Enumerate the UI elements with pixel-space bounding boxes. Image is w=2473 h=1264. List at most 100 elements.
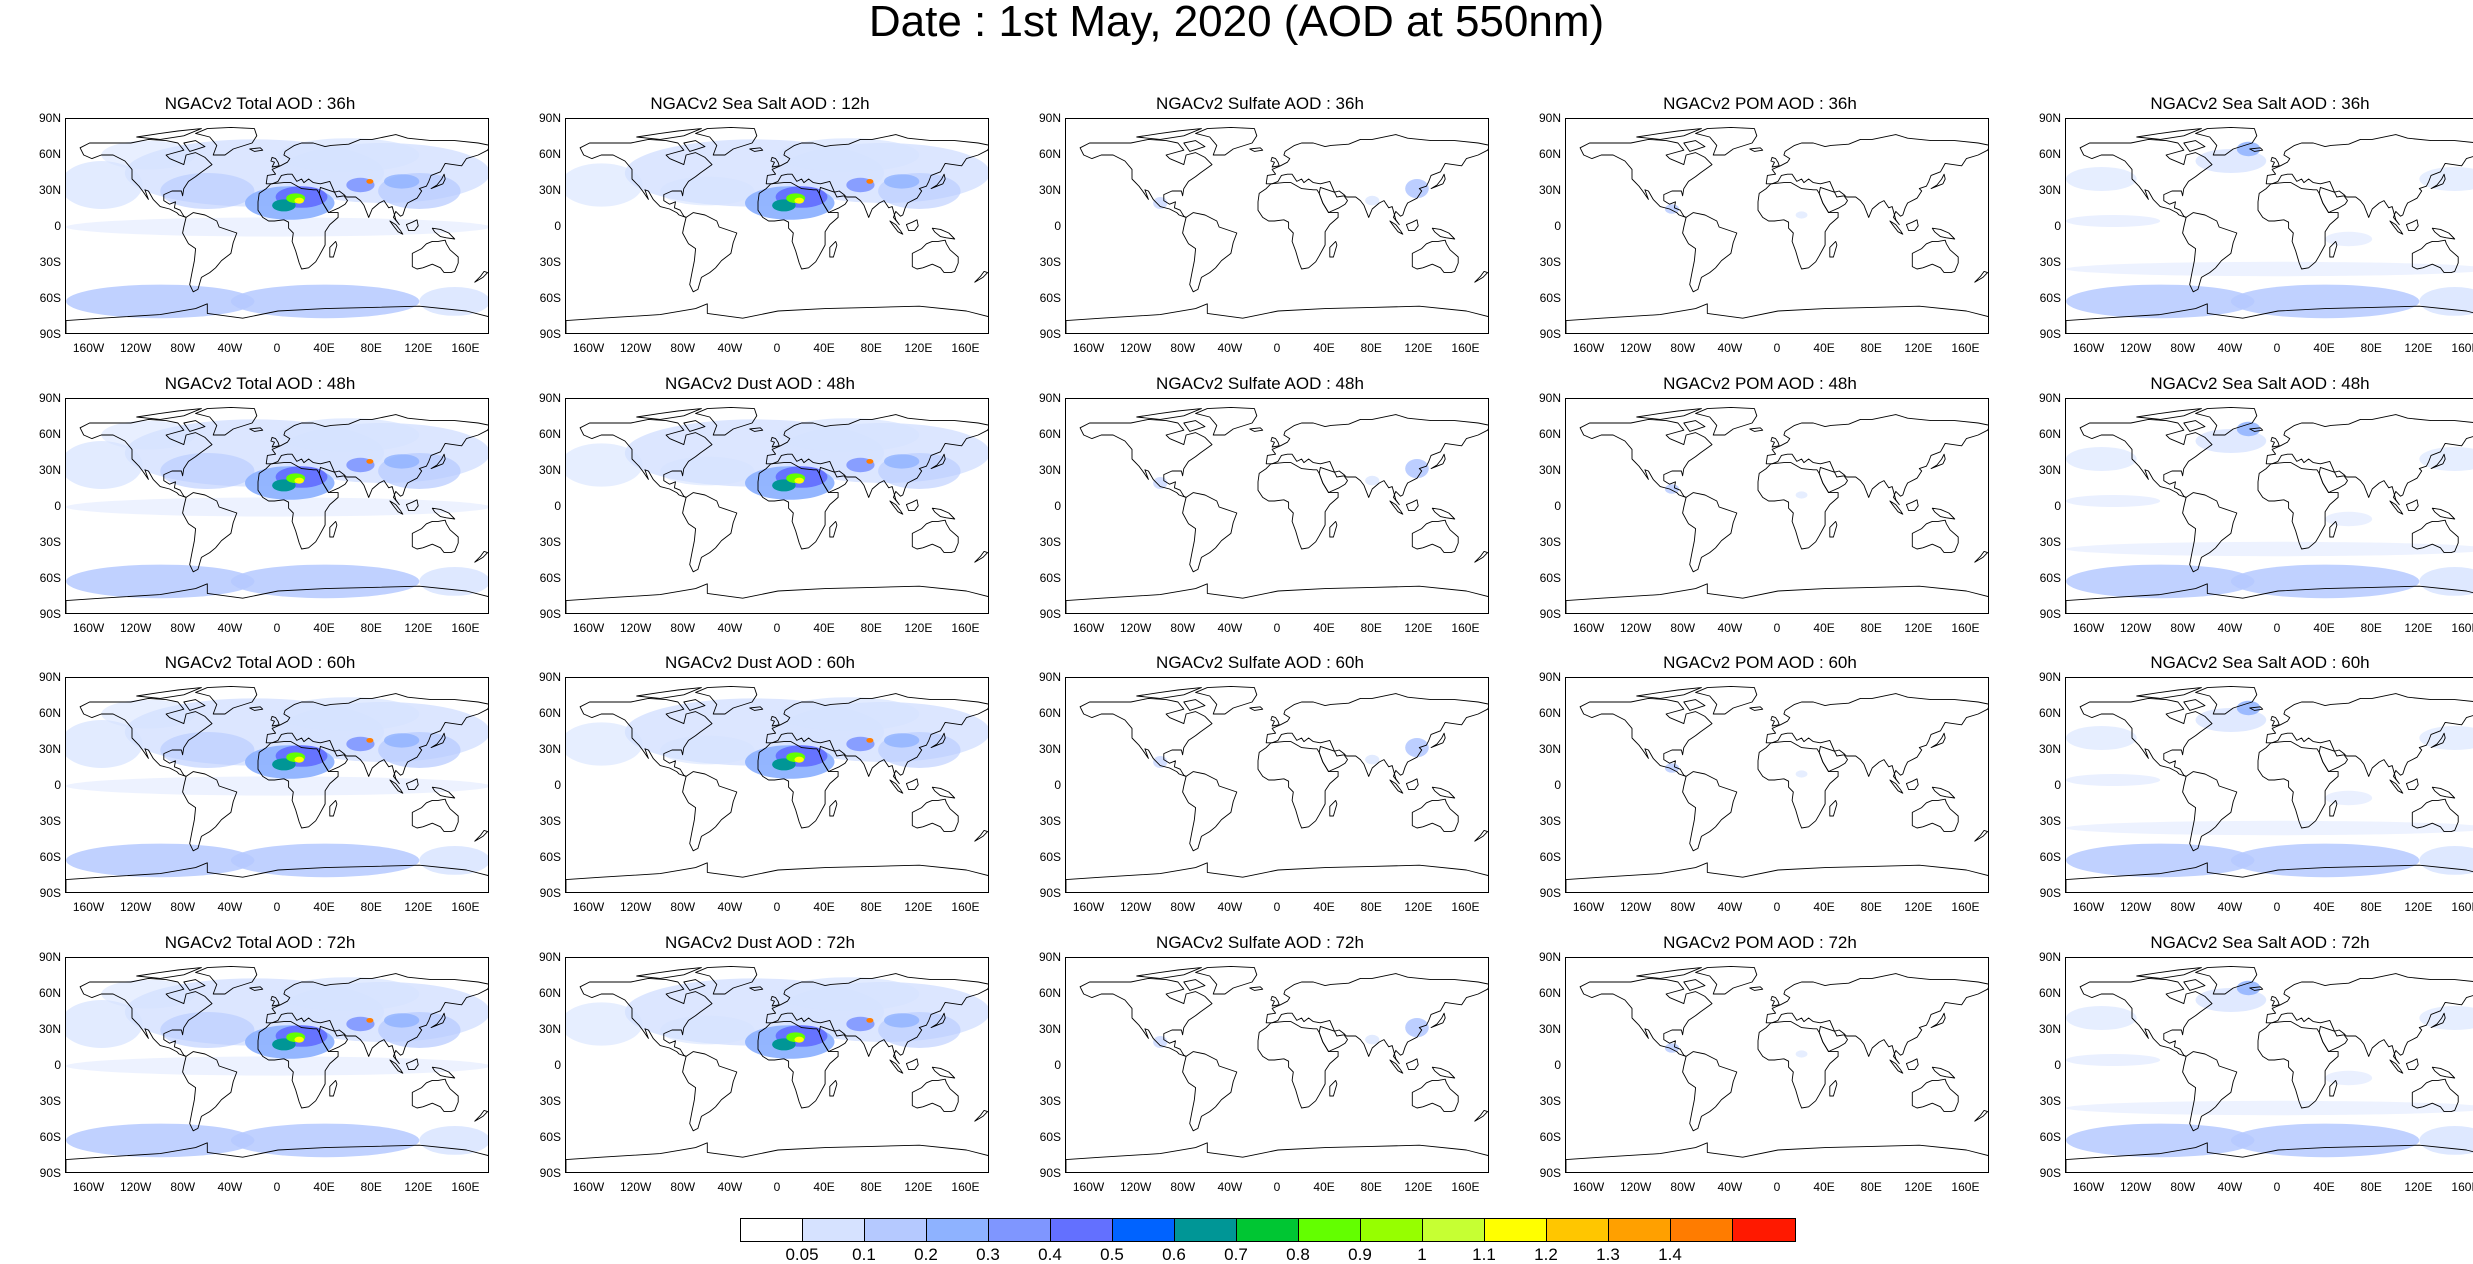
colorbar-swatch	[1671, 1219, 1733, 1241]
lon-tick-label: 120W	[2119, 900, 2152, 914]
coastline-newguinea	[1931, 786, 1956, 799]
coastline-africa	[1757, 182, 1839, 270]
coastline-arabia	[1818, 745, 1848, 773]
aod-field	[1664, 204, 1680, 214]
lat-tick-label: 60S	[539, 571, 561, 585]
coastline-greenland	[195, 685, 258, 715]
coastline-northAmerica	[1579, 977, 1713, 1057]
coastline-japan	[430, 1012, 446, 1029]
coastline-sumatra	[389, 220, 404, 235]
lat-tick-label: 90S	[39, 1166, 61, 1180]
lon-tick-label: 160E	[2451, 1180, 2473, 1194]
coastline-nz	[474, 1109, 488, 1122]
lon-tick-label: 80W	[670, 1180, 696, 1194]
lat-tick-label: 30N	[1538, 1022, 1561, 1036]
map-canvas	[2066, 406, 2473, 613]
aod-map	[1065, 118, 1489, 334]
coastline-arctic1	[2136, 687, 2202, 699]
coastline-newguinea	[931, 786, 956, 799]
coastline-australia	[1911, 239, 1959, 274]
lon-tick-label: 40W	[1717, 621, 1743, 635]
aod-field	[278, 418, 420, 452]
lon-tick-label: 0	[1273, 1180, 1281, 1194]
coastline-greenland	[2195, 126, 2258, 156]
coastline-japan	[2430, 732, 2446, 749]
map-panel: NGACv2 POM AOD : 60h 90N 60N 30N 0 30S 60S 90S 1…	[1525, 653, 1995, 923]
map-canvas	[1566, 685, 1988, 892]
coastline-antarctica	[66, 1142, 488, 1172]
aod-field	[66, 843, 255, 878]
lon-tick-label: 0	[1273, 341, 1281, 355]
aod-field	[2066, 1123, 2255, 1158]
coastline-madagascar	[1329, 240, 1338, 258]
coastline-arabia	[818, 745, 848, 773]
lon-tick-label: 80W	[1170, 1180, 1196, 1194]
lon-tick-label: 80E	[2360, 1180, 2382, 1194]
panel-title: NGACv2 Sea Salt AOD : 12h	[650, 94, 870, 113]
coastline-arctic2	[2183, 140, 2206, 152]
aod-field	[419, 287, 488, 316]
lat-tick-label: 60S	[1039, 1130, 1061, 1144]
dust-plume	[772, 1038, 796, 1051]
colorbar-label: 0.5	[1100, 1245, 1124, 1264]
lat-tick-label: 90N	[1038, 111, 1061, 125]
lat-tick-label: 60N	[1038, 427, 1061, 441]
coastline-borneo	[1405, 219, 1419, 232]
coastline-iceland	[249, 427, 264, 432]
coastline-australia	[1911, 798, 1959, 833]
coastline-arctic1	[2136, 128, 2202, 140]
coastline-arctic1	[1636, 967, 1702, 979]
lat-tick-label: 60N	[538, 986, 561, 1000]
coastline-madagascar	[1829, 1079, 1838, 1097]
coastline-japan	[430, 453, 446, 470]
aod-field	[1405, 179, 1429, 199]
map-canvas	[2066, 685, 2473, 892]
colorbar-label: 0.8	[1286, 1245, 1310, 1264]
lat-tick-label: 30N	[2038, 1022, 2061, 1036]
lon-tick-label: 80W	[1670, 621, 1696, 635]
lon-tick-label: 160W	[1072, 1180, 1105, 1194]
coastline-africa	[1257, 182, 1339, 270]
panel-title: NGACv2 Sulfate AOD : 72h	[1156, 933, 1364, 952]
coastline-arctic2	[1183, 140, 1206, 152]
lat-tick-label: 90N	[538, 391, 561, 405]
aod-field	[230, 564, 420, 599]
panel-title: NGACv2 Total AOD : 36h	[164, 94, 356, 113]
lat-tick-label: 30S	[39, 255, 61, 269]
lon-tick-label: 160E	[2451, 341, 2473, 355]
lon-tick-label: 80W	[1670, 1180, 1696, 1194]
aod-field	[778, 138, 920, 172]
coastline-eurasia	[265, 693, 488, 785]
lat-tick-label: 30N	[538, 1022, 561, 1036]
coastline-japan	[430, 732, 446, 749]
coastline-greenland	[195, 965, 258, 995]
map-canvas	[1066, 685, 1488, 892]
lon-tick-label: 120W	[619, 900, 652, 914]
coastline-arctic1	[636, 408, 702, 420]
lat-tick-label: 60S	[39, 1130, 61, 1144]
coastline-southAmerica	[1682, 1051, 1738, 1132]
coastline-antarctica	[1066, 1142, 1488, 1172]
coastline-nz	[1974, 550, 1988, 563]
lon-tick-label: 40E	[2313, 621, 2335, 635]
lon-tick-label: 0	[273, 1180, 281, 1194]
aod-field	[230, 1123, 420, 1158]
lon-tick-label: 120W	[2119, 341, 2152, 355]
lon-tick-label: 0	[273, 621, 281, 635]
lon-tick-label: 0	[1773, 1180, 1781, 1194]
coastline-africa	[257, 741, 339, 829]
coastline-africa	[757, 1021, 839, 1109]
aod-field	[2236, 700, 2261, 716]
coastline-arctic1	[136, 967, 202, 979]
lat-tick-label: 60N	[538, 706, 561, 720]
panel-title: NGACv2 Sulfate AOD : 48h	[1156, 374, 1364, 393]
aod-map	[1565, 118, 1989, 334]
map-panel: NGACv2 Sulfate AOD : 48h 90N 60N 30N 0 30S 60S…	[1025, 374, 1495, 644]
lon-tick-label: 40W	[717, 900, 743, 914]
coastline-greenland	[1695, 406, 1758, 436]
aod-map	[65, 957, 489, 1173]
coastline-australia	[1911, 1078, 1959, 1113]
lon-tick-label: 40W	[1717, 900, 1743, 914]
lon-tick-label: 80E	[1860, 621, 1882, 635]
coastline-newguinea	[931, 507, 956, 520]
